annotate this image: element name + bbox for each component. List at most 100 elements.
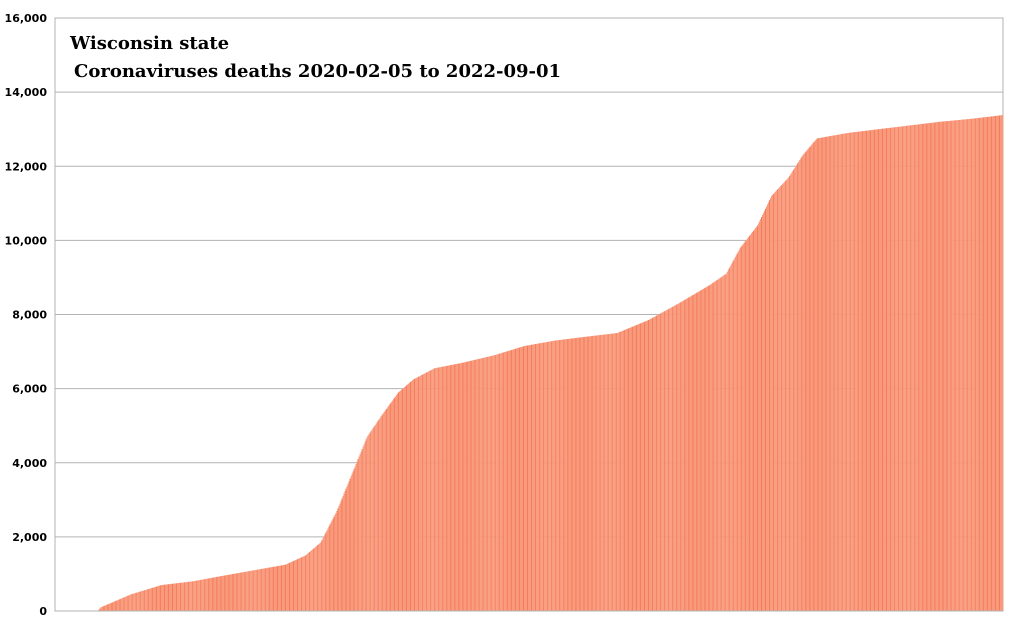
- bar: [168, 584, 171, 611]
- bar: [837, 134, 839, 611]
- bar: [885, 128, 887, 611]
- bar: [617, 332, 619, 611]
- bar: [531, 344, 533, 611]
- bar: [978, 117, 980, 611]
- bar: [703, 288, 705, 611]
- bar: [599, 335, 601, 611]
- bar: [259, 569, 261, 611]
- bar: [371, 429, 373, 611]
- bar: [955, 120, 957, 612]
- bar: [137, 592, 139, 611]
- bar: [211, 577, 213, 611]
- bar: [852, 132, 854, 611]
- bar: [484, 357, 486, 611]
- bar: [217, 576, 219, 611]
- bar: [998, 115, 1001, 612]
- bar: [971, 118, 973, 611]
- bar: [997, 115, 1000, 611]
- bar: [687, 298, 689, 611]
- bar: [973, 118, 975, 611]
- bar: [488, 356, 490, 611]
- bar: [403, 387, 406, 611]
- bar: [896, 127, 898, 611]
- bar: [513, 349, 516, 611]
- bar: [447, 365, 449, 611]
- bar: [626, 328, 628, 611]
- bar: [121, 598, 123, 611]
- bar: [194, 580, 196, 611]
- bar: [119, 599, 121, 611]
- bar: [835, 135, 837, 612]
- bar: [154, 586, 156, 611]
- bar: [190, 581, 192, 611]
- bar: [814, 140, 816, 611]
- bar: [922, 123, 924, 611]
- bar: [668, 308, 670, 611]
- bar: [170, 583, 173, 611]
- bar: [235, 573, 237, 611]
- bar: [580, 337, 582, 611]
- bar: [894, 127, 896, 612]
- bar: [958, 119, 960, 612]
- bar: [241, 572, 243, 611]
- bar: [268, 567, 270, 611]
- bar: [794, 167, 796, 611]
- bar: [962, 119, 964, 611]
- bar: [203, 579, 205, 611]
- bar: [144, 590, 146, 611]
- bar: [232, 574, 234, 611]
- bar: [355, 463, 357, 611]
- bar: [604, 334, 606, 611]
- bar: [140, 591, 142, 611]
- bar: [401, 388, 404, 611]
- bar: [176, 583, 178, 611]
- bar: [602, 334, 604, 611]
- bar: [968, 119, 970, 611]
- bar: [774, 192, 776, 611]
- bar: [722, 275, 724, 611]
- bar: [560, 339, 562, 611]
- bar: [526, 345, 529, 611]
- bar: [849, 132, 851, 611]
- bar: [817, 138, 819, 611]
- bar: [813, 142, 815, 611]
- bar: [690, 296, 692, 611]
- bar: [832, 135, 834, 611]
- bar: [633, 325, 636, 611]
- bar: [943, 121, 945, 611]
- bar: [547, 341, 549, 611]
- bar: [557, 340, 559, 611]
- bar: [143, 590, 145, 611]
- bar: [923, 123, 925, 611]
- bar: [523, 346, 526, 611]
- bar: [822, 137, 824, 611]
- bar: [174, 583, 176, 611]
- bar: [360, 451, 362, 611]
- bar: [963, 119, 965, 611]
- bar: [809, 146, 811, 612]
- bar: [701, 289, 703, 611]
- bar: [788, 177, 790, 611]
- bar: [131, 594, 133, 611]
- bar: [436, 367, 438, 611]
- bar: [861, 131, 863, 611]
- bar: [659, 313, 661, 611]
- bar: [926, 123, 928, 611]
- bar: [278, 565, 281, 611]
- bar: [532, 344, 534, 611]
- bar: [623, 330, 625, 611]
- bar: [792, 171, 794, 611]
- bar: [185, 582, 187, 611]
- bar: [745, 239, 747, 611]
- bar: [331, 520, 333, 611]
- bar: [184, 582, 186, 611]
- bar: [358, 456, 360, 611]
- bar: [960, 119, 962, 612]
- bar: [957, 120, 959, 612]
- bar: [751, 232, 754, 611]
- bar: [519, 347, 522, 611]
- bar: [338, 505, 340, 611]
- bar: [463, 362, 465, 611]
- bar: [148, 588, 150, 611]
- bar: [613, 333, 615, 611]
